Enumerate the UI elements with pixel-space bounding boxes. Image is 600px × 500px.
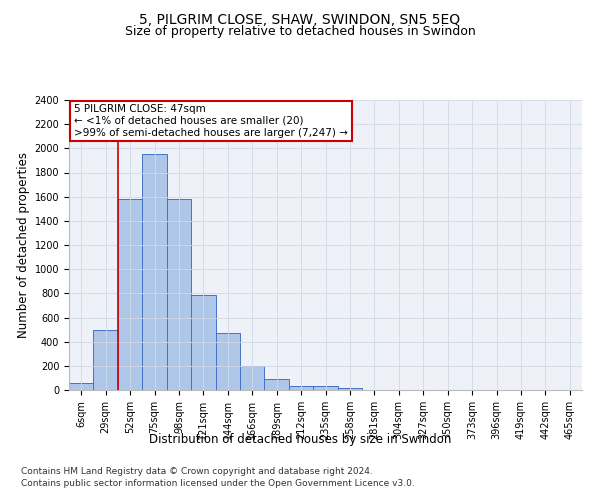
Bar [338, 388, 362, 390]
Y-axis label: Number of detached properties: Number of detached properties [17, 152, 31, 338]
Text: Size of property relative to detached houses in Swindon: Size of property relative to detached ho… [125, 25, 475, 38]
Text: Contains public sector information licensed under the Open Government Licence v3: Contains public sector information licen… [21, 479, 415, 488]
Text: Contains HM Land Registry data © Crown copyright and database right 2024.: Contains HM Land Registry data © Crown c… [21, 468, 373, 476]
Bar [289, 386, 313, 390]
Bar [118, 199, 142, 390]
Bar [167, 199, 191, 390]
Bar [191, 294, 215, 390]
Bar [313, 386, 338, 390]
Text: 5, PILGRIM CLOSE, SHAW, SWINDON, SN5 5EQ: 5, PILGRIM CLOSE, SHAW, SWINDON, SN5 5EQ [139, 12, 461, 26]
Bar [94, 330, 118, 390]
Bar [265, 379, 289, 390]
Text: 5 PILGRIM CLOSE: 47sqm
← <1% of detached houses are smaller (20)
>99% of semi-de: 5 PILGRIM CLOSE: 47sqm ← <1% of detached… [74, 104, 348, 138]
Bar [69, 383, 94, 390]
Bar [215, 333, 240, 390]
Bar [240, 366, 265, 390]
Bar [142, 154, 167, 390]
Text: Distribution of detached houses by size in Swindon: Distribution of detached houses by size … [149, 432, 451, 446]
